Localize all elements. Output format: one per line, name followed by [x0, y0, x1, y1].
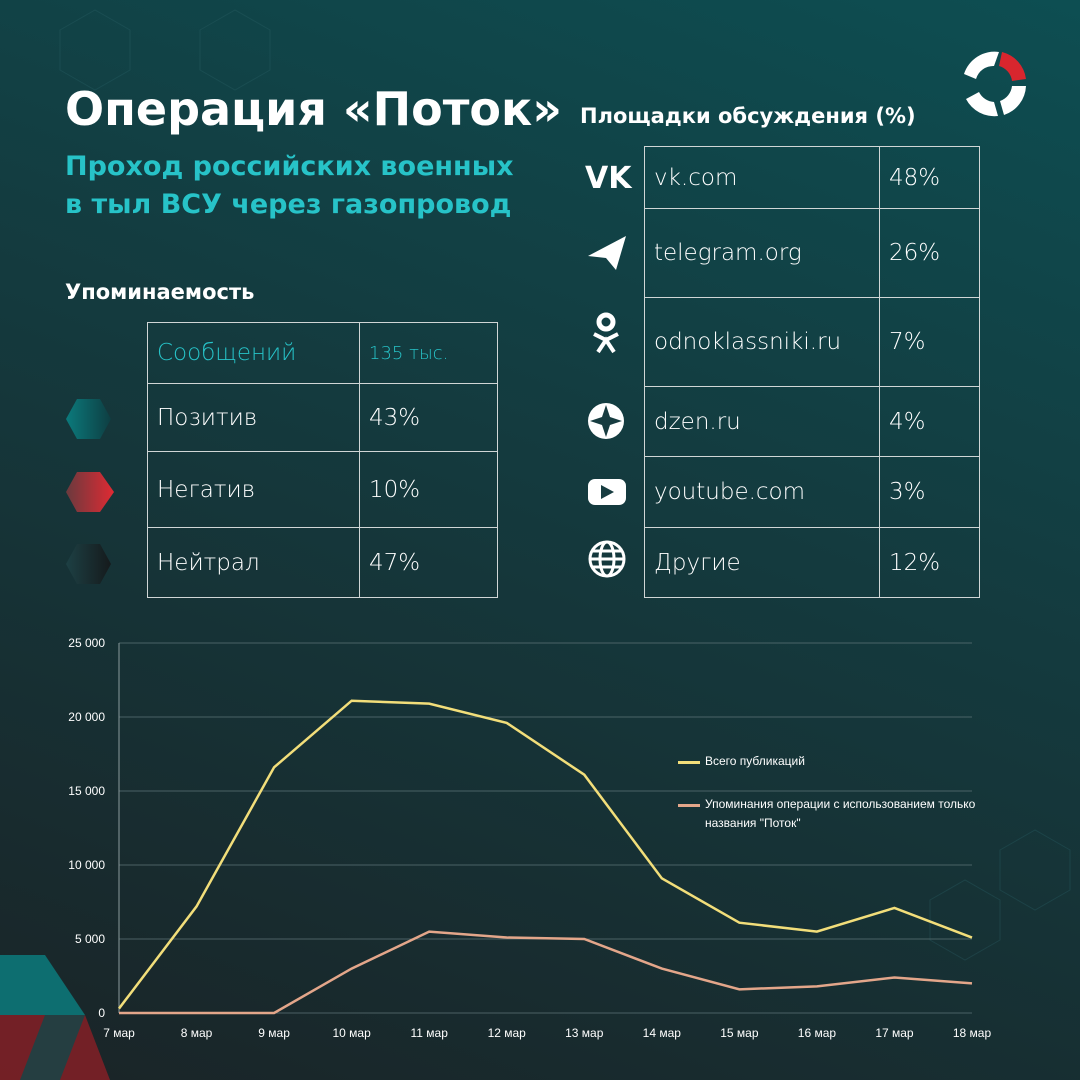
table-row: vk.com 48%: [644, 146, 980, 209]
x-tick-label: 8 мар: [181, 1026, 213, 1040]
y-tick-label: 0: [98, 1006, 105, 1020]
table-cell: 3%: [879, 456, 980, 528]
table-row: youtube.com 3%: [644, 456, 980, 528]
x-tick-label: 14 мар: [643, 1026, 682, 1040]
y-tick-label: 10 000: [68, 858, 105, 872]
table-cell: 43%: [359, 383, 498, 452]
title: Операция «Поток»: [65, 82, 562, 136]
x-tick-label: 11 мар: [410, 1026, 448, 1040]
x-tick-label: 15 мар: [720, 1026, 759, 1040]
table-cell: Позитив: [147, 383, 360, 452]
section-title: Упоминаемость: [65, 280, 255, 304]
y-tick-label: 15 000: [68, 784, 105, 798]
line-series: [118, 699, 973, 1010]
table-row: odnoklassniki.ru 7%: [644, 297, 980, 387]
table-cell: Другие: [644, 527, 880, 598]
table-cell: 47%: [359, 527, 498, 598]
svg-text:VK: VK: [585, 161, 633, 196]
y-tick-label: 25 000: [68, 636, 105, 650]
table-cell: 4%: [879, 386, 980, 457]
x-tick-label: 9 мар: [258, 1026, 290, 1040]
y-tick-label: 5 000: [75, 932, 105, 946]
table-cell: 7%: [879, 297, 980, 387]
table-row: Нейтрал 47%: [147, 527, 498, 598]
section-title: Площадки обсуждения (%): [580, 104, 916, 128]
table-cell: vk.com: [644, 146, 880, 209]
platforms-table: vk.com 48% telegram.org 26% odnoklassniki.ru…: [644, 146, 980, 598]
line-series: [119, 930, 973, 1015]
x-tick-label: 10 мар: [332, 1026, 371, 1040]
x-tick-label: 12 мар: [488, 1026, 527, 1040]
table-cell: 26%: [879, 208, 980, 298]
x-tick-label: 13 мар: [565, 1026, 604, 1040]
table-row: Другие 12%: [644, 527, 980, 598]
table-row: Позитив 43%: [147, 383, 498, 452]
legend-label: Всего публикаций: [705, 754, 805, 768]
table-row: telegram.org 26%: [644, 208, 980, 298]
table-cell: youtube.com: [644, 456, 880, 528]
y-tick-label: 20 000: [68, 710, 105, 724]
table-cell: 48%: [879, 146, 980, 209]
table-cell: dzen.ru: [644, 386, 880, 457]
table-cell: Негатив: [147, 451, 360, 528]
table-cell: 10%: [359, 451, 498, 528]
table-cell: Нейтрал: [147, 527, 360, 598]
table-row: dzen.ru 4%: [644, 386, 980, 457]
table-cell: odnoklassniki.ru: [644, 297, 880, 387]
x-tick-label: 16 мар: [798, 1026, 837, 1040]
subtitle: Проход российских военных в тыл ВСУ чере…: [65, 151, 514, 220]
table-row: Негатив 10%: [147, 451, 498, 528]
x-tick-label: 17 мар: [875, 1026, 914, 1040]
legend-label: Упоминания операции с использованием тол…: [705, 797, 976, 830]
x-tick-label: 18 мар: [953, 1026, 992, 1040]
x-tick-label: 7 мар: [103, 1026, 135, 1040]
mentions-table: Сообщений 135 тыс. Позитив 43% Негатив 10% Ней…: [147, 322, 498, 598]
table-cell: 12%: [879, 527, 980, 598]
table-cell: 135 тыс.: [359, 322, 498, 384]
legend-swatch: [678, 804, 700, 807]
legend-swatch: [678, 761, 700, 764]
